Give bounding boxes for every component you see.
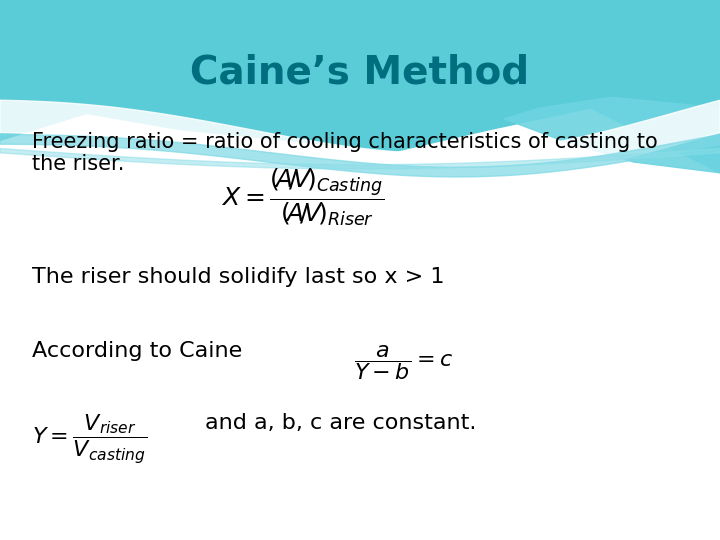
Text: The riser should solidify last so x > 1: The riser should solidify last so x > 1 [32, 267, 445, 287]
Text: According to Caine: According to Caine [32, 341, 243, 361]
Text: and a, b, c are constant.: and a, b, c are constant. [205, 413, 477, 433]
Text: $X = \dfrac{\left(\!A\!/\!V\!\right)_{Casting}}{\left(\!A\!/\!V\!\right)_{Riser}: $X = \dfrac{\left(\!A\!/\!V\!\right)_{Ca… [220, 166, 384, 228]
Text: Freezing ratio = ratio of cooling characteristics of casting to: Freezing ratio = ratio of cooling charac… [32, 132, 658, 152]
Text: the riser.: the riser. [32, 154, 125, 174]
Text: Caine’s Method: Caine’s Method [190, 54, 530, 92]
Polygon shape [504, 97, 720, 173]
Polygon shape [0, 0, 720, 173]
Text: $Y = \dfrac{V_{riser}}{V_{casting}}$: $Y = \dfrac{V_{riser}}{V_{casting}}$ [32, 413, 148, 467]
Text: $\dfrac{a}{Y - b} = c$: $\dfrac{a}{Y - b} = c$ [354, 343, 453, 382]
